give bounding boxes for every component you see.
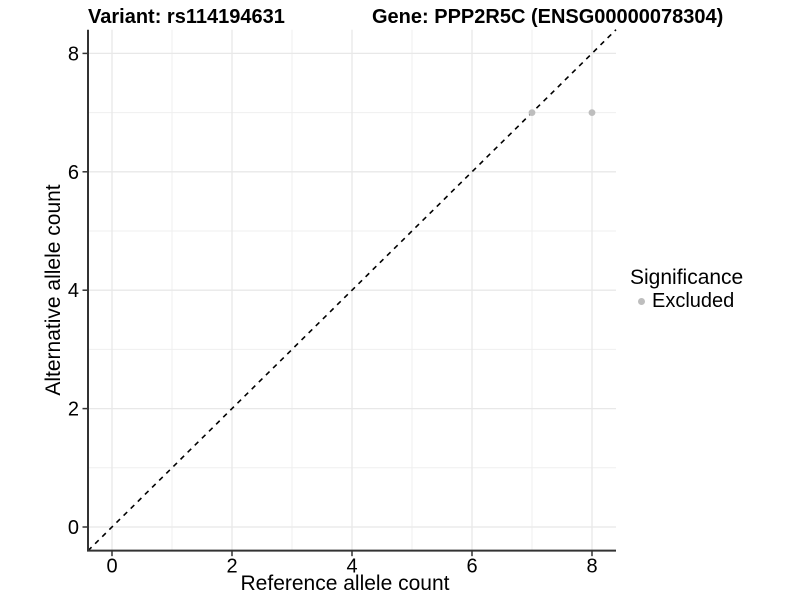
legend-item-excluded: Excluded — [630, 290, 743, 312]
y-tick-label: 4 — [68, 280, 79, 302]
plot-title-variant: Variant: rs114194631 — [88, 6, 285, 28]
x-tick-label: 4 — [346, 556, 357, 578]
x-tick-label: 2 — [226, 556, 237, 578]
data-point — [528, 109, 536, 116]
legend-item-label: Excluded — [652, 290, 735, 312]
y-tick-label: 0 — [68, 517, 79, 539]
y-tick-label: 2 — [68, 399, 79, 421]
y-tick-label: 8 — [68, 43, 79, 65]
y-tick-label: 6 — [68, 162, 79, 184]
data-point — [588, 109, 596, 116]
legend-title: Significance — [630, 266, 744, 289]
identity-line — [87, 29, 617, 552]
x-tick-label: 8 — [586, 556, 597, 578]
y-axis-title: Alternative allele count — [42, 184, 65, 396]
axis-lines — [87, 29, 616, 552]
x-tick-label: 0 — [106, 556, 117, 578]
legend-key-dot-icon — [638, 297, 645, 305]
x-axis-title: Reference allele count — [240, 572, 450, 595]
x-tick-label: 6 — [466, 556, 477, 578]
legend: Significance Excluded — [630, 266, 743, 312]
plot-title-gene: Gene: PPP2R5C (ENSG00000078304) — [372, 6, 724, 28]
